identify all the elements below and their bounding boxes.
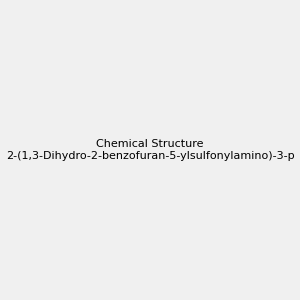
Text: Chemical Structure
2-(1,3-Dihydro-2-benzofuran-5-ylsulfonylamino)-3-p: Chemical Structure 2-(1,3-Dihydro-2-benz…	[6, 139, 294, 161]
